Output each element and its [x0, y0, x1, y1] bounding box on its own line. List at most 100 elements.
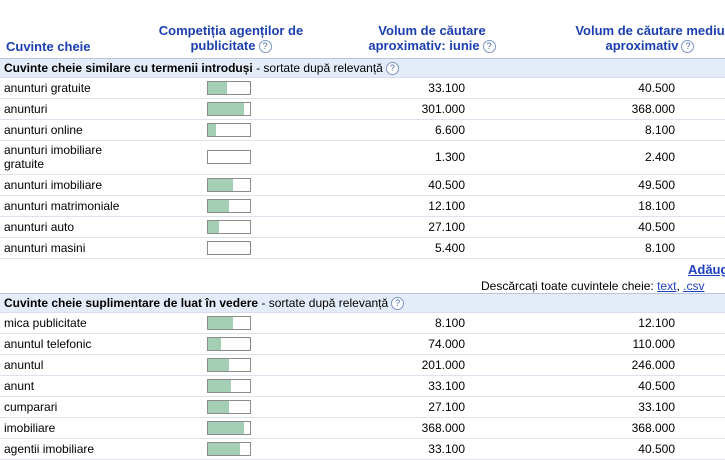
competition-bar — [207, 150, 251, 164]
keyword-text: anunturi matrimoniale — [4, 199, 120, 213]
competition-bar-fill — [208, 317, 234, 329]
competition-bar-fill — [208, 338, 221, 350]
monthly-volume-value: 33.100 — [428, 442, 465, 456]
table-row: anunturi imobiliare gratuite 1.300 2.400 — [0, 140, 725, 175]
average-volume-value: 8.100 — [644, 123, 675, 137]
column-header-average-volume[interactable]: Volum de căutare mediu aproximativ? — [555, 23, 725, 54]
keyword-text: anunt — [4, 379, 35, 393]
average-volume-value: 110.000 — [632, 337, 676, 351]
column-header-competition-line2: publicitate — [190, 38, 256, 53]
table-row: anuntul 201.000 246.000 — [0, 354, 725, 376]
help-icon[interactable]: ? — [681, 40, 695, 54]
table-row: anunturi auto 27.100 40.500 — [0, 216, 725, 238]
average-volume-value: 368.000 — [631, 421, 675, 435]
keyword-text: cumparari — [4, 400, 58, 414]
add-link[interactable]: Adăug — [688, 262, 725, 277]
monthly-volume-value: 27.100 — [428, 220, 465, 234]
competition-bar — [207, 81, 251, 95]
average-volume-value: 40.500 — [638, 442, 675, 456]
help-icon[interactable]: ? — [385, 62, 399, 76]
competition-bar-fill — [208, 82, 227, 94]
competition-bar — [207, 442, 251, 456]
table-row: imobiliare 368.000 368.000 — [0, 417, 725, 439]
competition-bar-fill — [208, 221, 219, 233]
monthly-volume-value: 27.100 — [428, 400, 465, 414]
help-icon[interactable]: ? — [258, 40, 272, 54]
keyword-text: anunturi online — [4, 123, 83, 137]
monthly-volume-value: 301.000 — [421, 102, 465, 116]
keyword-text: anunturi auto — [4, 220, 75, 234]
table-header: Cuvinte cheie Competiția agenților de pu… — [0, 0, 725, 59]
competition-bar — [207, 199, 251, 213]
table-row: anunturi imobiliare 40.500 49.500 — [0, 174, 725, 196]
monthly-volume-value: 5.400 — [434, 241, 465, 255]
keyword-text: anuntul — [4, 358, 44, 372]
table-row: anunturi gratuite 33.100 40.500 — [0, 77, 725, 99]
table-row: anunt 33.100 40.500 — [0, 375, 725, 397]
competition-bar — [207, 358, 251, 372]
monthly-volume-value: 40.500 — [428, 178, 465, 192]
monthly-volume-value: 33.100 — [428, 379, 465, 393]
average-volume-value: 40.500 — [638, 220, 675, 234]
monthly-volume-value: 201.000 — [421, 358, 465, 372]
column-header-avg-line2: aproximativ — [605, 38, 679, 53]
table-row: anuntul telefonic 74.000 110.000 — [0, 333, 725, 355]
table-row: mica publicitate 8.100 12.100 — [0, 312, 725, 334]
competition-bar-fill — [208, 443, 240, 455]
competition-bar — [207, 220, 251, 234]
table-row: cumparari 27.100 33.100 — [0, 396, 725, 418]
keyword-text: anunturi imobiliare — [4, 178, 103, 192]
download-text-link[interactable]: text — [657, 279, 677, 293]
monthly-volume-value: 8.100 — [434, 316, 465, 330]
column-header-competition[interactable]: Competiția agenților de publicitate? — [148, 23, 314, 54]
monthly-volume-value: 6.600 — [434, 123, 465, 137]
average-volume-value: 8.100 — [644, 241, 675, 255]
download-label: Descărcați toate cuvintele cheie: — [481, 279, 658, 293]
competition-bar — [207, 421, 251, 435]
help-icon[interactable]: ? — [391, 297, 405, 311]
competition-bar-fill — [208, 103, 244, 115]
monthly-volume-value: 1.300 — [434, 150, 465, 164]
average-volume-value: 368.000 — [631, 102, 675, 116]
monthly-volume-value: 368.000 — [421, 421, 465, 435]
download-bar: Descărcați toate cuvintele cheie: text, … — [481, 279, 704, 293]
competition-bar-fill — [208, 200, 229, 212]
average-volume-value: 246.000 — [631, 358, 675, 372]
competition-bar — [207, 123, 251, 137]
monthly-volume-value: 74.000 — [428, 337, 465, 351]
competition-bar — [207, 337, 251, 351]
keyword-text: anuntul telefonic — [4, 337, 92, 351]
table-row: anunturi 301.000 368.000 — [0, 98, 725, 120]
average-volume-value: 2.400 — [644, 150, 675, 164]
competition-bar-fill — [208, 124, 217, 136]
keyword-text: anunturi — [4, 102, 48, 116]
competition-bar — [207, 241, 251, 255]
column-header-keywords[interactable]: Cuvinte cheie — [6, 39, 91, 54]
table-row: anunturi online 6.600 8.100 — [0, 119, 725, 141]
average-volume-value: 12.100 — [638, 316, 675, 330]
average-volume-value: 49.500 — [638, 178, 675, 192]
keyword-text: anunturi imobiliare gratuite — [4, 143, 103, 171]
column-header-monthly-volume[interactable]: Volum de căutare aproximativ: iunie? — [352, 23, 512, 54]
help-icon[interactable]: ? — [482, 40, 496, 54]
average-volume-value: 40.500 — [638, 81, 675, 95]
download-csv-link[interactable]: .csv — [683, 279, 705, 293]
competition-bar-fill — [208, 380, 232, 392]
monthly-volume-value: 12.100 — [428, 199, 465, 213]
section-title: Cuvinte cheie suplimentare de luat în ve… — [4, 296, 259, 310]
column-header-avg-line1: Volum de căutare mediu — [575, 23, 725, 38]
section-title: Cuvinte cheie similare cu termenii intro… — [4, 61, 253, 75]
monthly-volume-value: 33.100 — [428, 81, 465, 95]
table-row: anunturi matrimoniale 12.100 18.100 — [0, 195, 725, 217]
column-header-competition-line1: Competiția agenților de — [158, 23, 304, 38]
keyword-text: anunturi masini — [4, 241, 86, 255]
competition-bar-fill — [208, 422, 244, 434]
keyword-text: anunturi gratuite — [4, 81, 91, 95]
column-header-volume-line1: Volum de căutare — [378, 23, 486, 38]
keyword-text: imobiliare — [4, 421, 56, 435]
competition-bar — [207, 178, 251, 192]
section-subtitle: - sortate după relevanță — [252, 61, 383, 75]
table-row: anunturi masini 5.400 8.100 — [0, 237, 725, 259]
section-subtitle: - sortate după relevanță — [258, 296, 389, 310]
section-similar-keywords-header: Cuvinte cheie similare cu termenii intro… — [0, 58, 725, 78]
